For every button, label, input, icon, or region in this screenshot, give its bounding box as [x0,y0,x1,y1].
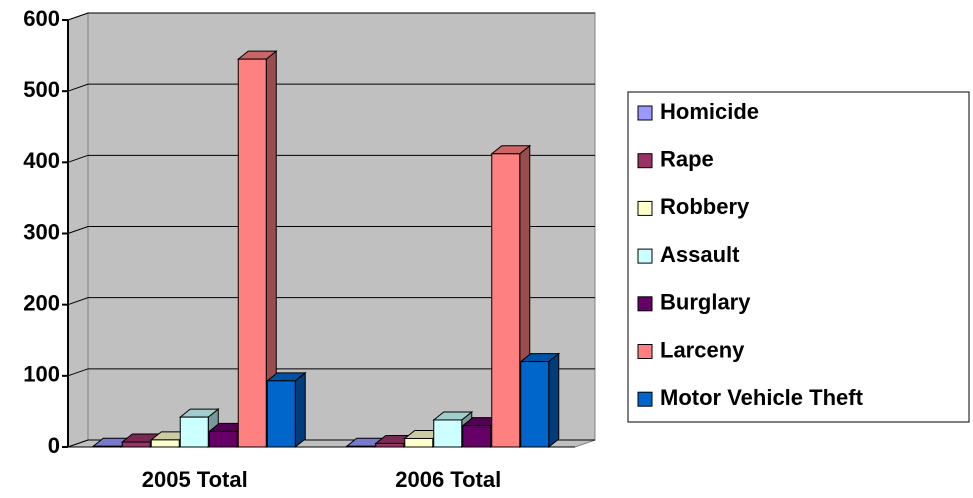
legend-swatch [637,296,653,312]
grid-line [67,154,595,163]
legend-swatch [637,200,653,216]
legend-label: Rape [660,147,714,172]
legend-label: Homicide [660,99,759,124]
legend-label: Robbery [660,194,750,219]
bar [491,153,521,448]
legend-swatch [637,391,653,407]
legend-box [627,91,970,423]
bar [520,361,550,448]
grid-line [67,12,595,21]
legend-label: Motor Vehicle Theft [660,385,864,410]
y-tick-label: 0 [48,433,60,458]
grid-line [67,368,595,377]
bar-side [294,371,306,449]
x-tick-label: 2005 Total [142,467,248,492]
legend-swatch [637,105,653,121]
grid-line [67,83,595,92]
bar [150,439,180,448]
y-tick-label: 300 [23,219,60,244]
y-tick-label: 600 [23,6,60,31]
y-tick-label: 200 [23,290,60,315]
bar [462,425,492,448]
bar [121,441,151,448]
grid-line [67,297,595,306]
legend-label: Larceny [660,337,745,362]
y-tick-label: 500 [23,77,60,102]
bar [237,58,267,448]
bar [179,416,209,448]
x-tick-label: 2006 Total [395,467,501,492]
grid-line [67,226,595,234]
bar [92,445,122,448]
bar [433,419,463,448]
legend-swatch [637,153,653,169]
y-tick-label: 400 [23,148,60,173]
bar [404,437,434,448]
legend-label: Burglary [660,290,751,315]
legend-swatch [637,344,653,359]
y-tick-label: 100 [23,362,60,387]
bar [346,445,376,448]
bar [208,430,238,448]
bar-side [548,352,560,449]
bar [266,380,296,448]
legend-label: Assault [660,242,740,267]
legend-swatch [637,248,653,264]
bar [375,442,405,448]
